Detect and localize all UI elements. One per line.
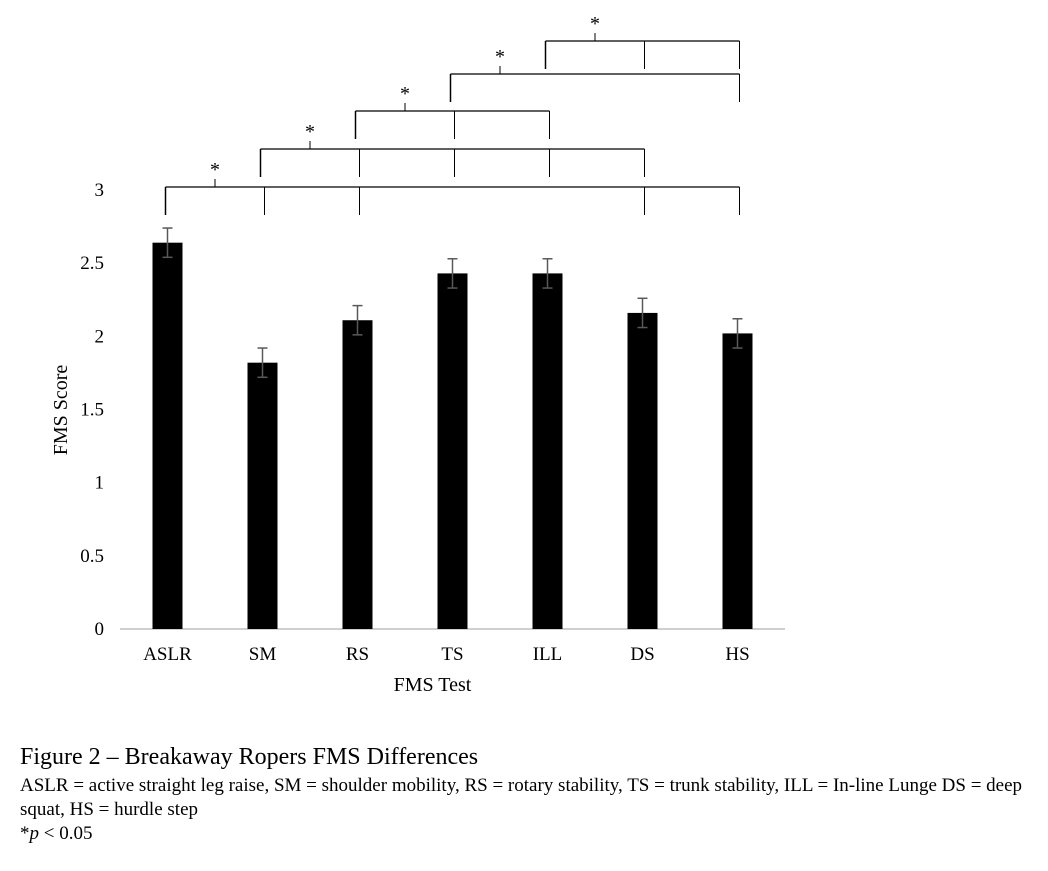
significance-note: *p < 0.05 — [20, 822, 1040, 846]
bar-aslr — [152, 242, 183, 629]
figure-caption: Figure 2 – Breakaway Ropers FMS Differen… — [20, 742, 1040, 846]
y-tick-label: 1.5 — [80, 400, 104, 421]
y-tick-label: 2 — [95, 326, 105, 347]
significance-star: * — [305, 121, 315, 143]
significance-star: * — [590, 13, 600, 35]
y-axis-title: FMS Score — [50, 365, 72, 456]
bar-ill — [532, 273, 563, 629]
x-tick-label: ASLR — [143, 644, 192, 665]
y-tick-label: 0.5 — [80, 546, 104, 567]
y-tick-label: 0 — [95, 619, 105, 640]
significance-star: * — [495, 46, 505, 68]
x-tick-label: SM — [249, 644, 277, 665]
x-tick-label: HS — [725, 644, 749, 665]
significance-threshold: < 0.05 — [39, 823, 93, 844]
x-tick-label: RS — [346, 644, 369, 665]
x-tick-label: ILL — [533, 644, 563, 665]
significance-star: * — [20, 823, 30, 844]
bar-chart: 0 0.5 1 1.5 2 2.5 3 ASLR SM RS TS ILL DS HS FMS Test FM… — [50, 13, 785, 696]
p-symbol: p — [29, 823, 40, 844]
figure-title: Figure 2 – Breakaway Ropers FMS Differen… — [20, 744, 479, 770]
y-tick-label: 2.5 — [80, 253, 104, 274]
x-tick-label: DS — [630, 644, 654, 665]
y-tick-label: 1 — [95, 473, 105, 494]
bar-sm — [247, 362, 278, 629]
bar-rs — [342, 320, 373, 629]
bar-ds — [627, 312, 658, 629]
x-axis-title: FMS Test — [394, 674, 472, 696]
bar-hs — [722, 333, 753, 629]
bar-ts — [437, 273, 468, 629]
y-tick-label: 3 — [95, 180, 105, 201]
x-tick-label: TS — [441, 644, 463, 665]
significance-star: * — [400, 83, 410, 105]
figure-legend-text: ASLR = active straight leg raise, SM = s… — [20, 775, 1023, 820]
significance-star: * — [210, 159, 220, 181]
